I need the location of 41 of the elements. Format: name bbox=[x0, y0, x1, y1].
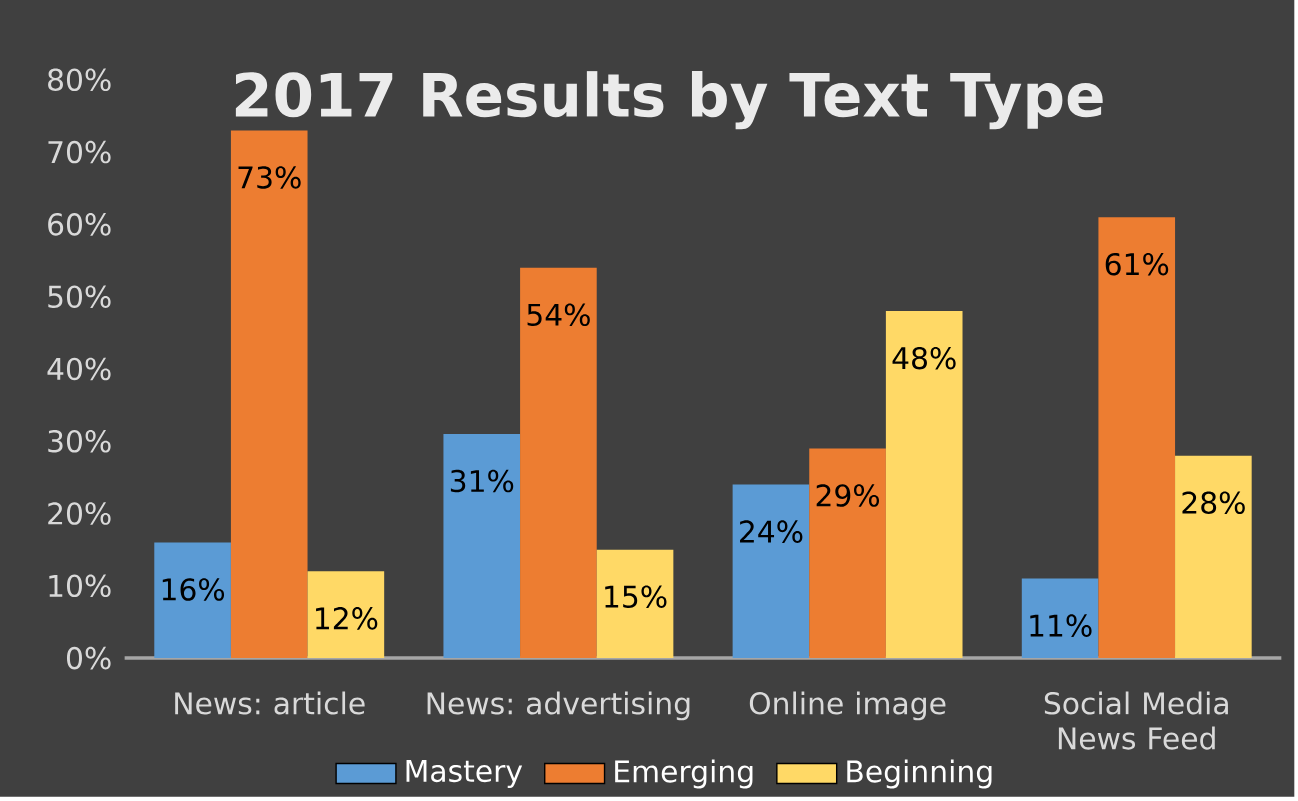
legend-label: Mastery bbox=[406, 759, 523, 788]
y-tick-label: 60% bbox=[48, 212, 111, 236]
data-label: 28% bbox=[1182, 491, 1245, 514]
bar bbox=[1021, 578, 1099, 658]
chart-title: 2017 Results by Text Type bbox=[235, 70, 1103, 130]
bar bbox=[230, 130, 308, 658]
bar bbox=[1175, 455, 1252, 658]
bar bbox=[443, 433, 521, 658]
data-label: 31% bbox=[450, 469, 514, 493]
x-tick-label: News: advertising bbox=[427, 691, 690, 721]
y-tick-label: 70% bbox=[48, 140, 111, 164]
legend-label: Beginning bbox=[847, 759, 992, 789]
x-tick-label: Online image bbox=[749, 691, 946, 721]
data-label: 24% bbox=[740, 520, 803, 543]
bar bbox=[809, 448, 886, 658]
y-tick-label: 30% bbox=[48, 429, 111, 453]
legend-label: Emerging bbox=[615, 759, 753, 789]
bar bbox=[885, 310, 963, 658]
data-label: 29% bbox=[816, 483, 880, 507]
x-tick-label: News: article bbox=[175, 691, 365, 715]
bar bbox=[1098, 216, 1176, 658]
bar bbox=[596, 549, 674, 658]
data-label: 54% bbox=[527, 303, 590, 326]
y-tick-label: 50% bbox=[48, 285, 111, 308]
data-label: 12% bbox=[316, 606, 378, 630]
y-tick-label: 40% bbox=[47, 357, 111, 380]
data-label: 16% bbox=[162, 577, 225, 601]
data-label: 61% bbox=[1105, 252, 1169, 276]
data-label: 48% bbox=[892, 346, 956, 370]
y-tick-label: 20% bbox=[48, 502, 111, 525]
data-label: 11% bbox=[1030, 614, 1092, 637]
x-tick-label: Social Media News Feed bbox=[1044, 691, 1228, 750]
bar bbox=[520, 267, 597, 658]
bar bbox=[307, 571, 385, 658]
data-label: 15% bbox=[605, 585, 667, 608]
y-tick-label: 0% bbox=[66, 646, 111, 670]
bar bbox=[732, 484, 810, 658]
data-label: 73% bbox=[238, 165, 301, 189]
bar bbox=[154, 542, 231, 658]
y-tick-label: 80% bbox=[48, 68, 111, 91]
y-tick-label: 10% bbox=[49, 574, 111, 597]
